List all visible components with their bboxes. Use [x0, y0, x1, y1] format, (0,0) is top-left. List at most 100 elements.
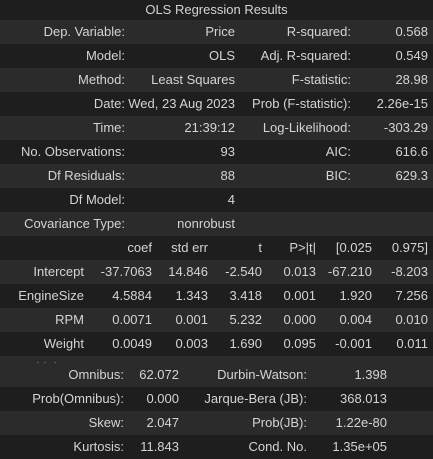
table-row: Df Model: 4: [0, 188, 433, 212]
table-cell: 1.398: [354, 367, 387, 382]
table-cell: Cond. No.: [248, 439, 307, 454]
table-row: RPM 0.0071 0.001 5.232 0.000 0.004 0.010: [0, 308, 433, 332]
table-cell: 0.0049: [112, 336, 152, 351]
table-row: Model: OLS Adj. R-squared: 0.549: [0, 44, 433, 68]
table-row: Dep. Variable: Price R-squared: 0.568: [0, 20, 433, 44]
row-label: Skew:: [88, 415, 124, 430]
table-cell: 616.6: [395, 144, 428, 159]
table-row: Df Residuals: 88 BIC: 629.3: [0, 164, 433, 188]
table-cell: OLS: [208, 48, 235, 63]
table-cell: 2.047: [146, 415, 179, 430]
row-label: EngineSize: [18, 288, 84, 303]
table-row: Weight 0.0049 0.003 1.690 0.095 -0.001 0.011: [0, 332, 433, 356]
row-label: Weight: [43, 336, 84, 351]
table-cell: 11.843: [140, 439, 179, 454]
table-cell: 0.0071: [112, 312, 152, 327]
row-label: Prob(Omnibus):: [32, 391, 124, 406]
table-row: Skew: 2.047 Prob(JB): 1.22e-80: [0, 411, 433, 435]
table-cell: Durbin-Watson:: [217, 367, 307, 382]
row-label: No. Observations:: [20, 144, 125, 159]
table-row: Prob(Omnibus): 0.000 Jarque-Bera (JB): 368.…: [0, 387, 433, 411]
column-header: std err: [171, 240, 208, 255]
table-cell: 0.010: [395, 312, 428, 327]
table-cell: 28.98: [395, 72, 428, 87]
table-cell: 0.001: [175, 312, 208, 327]
table-cell: 1.35e+05: [332, 439, 387, 454]
row-label: Method:: [78, 72, 125, 87]
table-cell: -2.540: [225, 264, 262, 279]
column-header: P>|t|: [289, 240, 316, 255]
table-cell: 0.095: [283, 336, 316, 351]
column-header: coef: [127, 240, 152, 255]
table-cell: 4.5884: [112, 288, 152, 303]
table-cell: [235, 212, 351, 236]
table-row: No. Observations: 93 AIC: 616.6: [0, 140, 433, 164]
table-cell: 7.256: [395, 288, 428, 303]
table-cell: 629.3: [395, 168, 428, 183]
table-cell: Prob (F-statistic):: [252, 96, 351, 111]
table-row: Kurtosis: 11.843 Cond. No. 1.35e+05: [0, 435, 433, 459]
table-cell: 5.232: [229, 312, 262, 327]
table-cell: -37.7063: [100, 264, 152, 279]
table-cell: Log-Likelihood:: [262, 120, 351, 135]
table-row: Omnibus: 62.072 Durbin-Watson: 1.398: [0, 363, 433, 387]
table-cell: Jarque-Bera (JB):: [204, 391, 307, 406]
row-label: Date:: [93, 96, 125, 111]
table-cell: [235, 188, 351, 212]
table-cell: 1.22e-80: [335, 415, 387, 430]
table-cell: 1.690: [229, 336, 262, 351]
table-row: Date: Wed, 23 Aug 2023 Prob (F-statistic):…: [0, 92, 433, 116]
table-cell: 0.000: [146, 391, 179, 406]
table-cell: -0.001: [335, 336, 372, 351]
table-row: Time: 21:39:12 Log-Likelihood: -303.29: [0, 116, 433, 140]
table-cell: 4: [227, 192, 235, 207]
table-cell: 1.343: [175, 288, 208, 303]
table-cell: -8.203: [391, 264, 428, 279]
table-cell: 3.418: [229, 288, 262, 303]
table-cell: BIC:: [325, 168, 351, 183]
row-label: Model:: [85, 48, 125, 63]
table-cell: Least Squares: [151, 72, 235, 87]
column-header: [0, 236, 84, 260]
table-cell: 0.003: [175, 336, 208, 351]
row-label: Omnibus:: [68, 367, 124, 382]
column-header: t: [258, 240, 262, 255]
table-cell: 1.920: [339, 288, 372, 303]
column-header: 0.975]: [391, 240, 428, 255]
table-cell: -67.210: [327, 264, 372, 279]
table-cell: 0.004: [339, 312, 372, 327]
row-label: Kurtosis:: [73, 439, 124, 454]
table-cell: 88: [220, 168, 235, 183]
row-label: Covariance Type:: [24, 216, 125, 231]
table-cell: 93: [220, 144, 235, 159]
table-cell: 14.846: [168, 264, 208, 279]
row-label: RPM: [55, 312, 84, 327]
table-cell: [351, 212, 428, 236]
table-cell: -303.29: [383, 120, 428, 135]
table-row: EngineSize 4.5884 1.343 3.418 0.001 1.920 7.25…: [0, 284, 433, 308]
table-cell: 368.013: [340, 391, 387, 406]
table-cell: Adj. R-squared:: [260, 48, 351, 63]
table-cell: 21:39:12: [184, 120, 235, 135]
table-cell: 62.072: [139, 367, 179, 382]
row-label: Dep. Variable:: [43, 24, 125, 39]
table-row: Intercept -37.7063 14.846 -2.540 0.013 -67.21…: [0, 260, 433, 284]
table-row: Covariance Type: nonrobust: [0, 212, 433, 236]
table-cell: 0.000: [283, 312, 316, 327]
table-caption: OLS Regression Results: [145, 2, 288, 17]
table-cell: Wed, 23 Aug 2023: [128, 96, 235, 111]
table-row: Method: Least Squares F-statistic: 28.98: [0, 68, 433, 92]
column-header: [0.025: [335, 240, 372, 255]
row-label: Df Residuals:: [47, 168, 125, 183]
table-cell: Price: [205, 24, 235, 39]
table-cell: 0.568: [395, 24, 428, 39]
table-cell: 2.26e-15: [376, 96, 428, 111]
row-label: Intercept: [33, 264, 84, 279]
table-cell: F-statistic:: [291, 72, 351, 87]
table-cell: 0.001: [283, 288, 316, 303]
table-cell: [351, 188, 428, 212]
table-cell: nonrobust: [177, 216, 235, 231]
table-cell: AIC:: [325, 144, 351, 159]
table-cell: Prob(JB):: [252, 415, 307, 430]
